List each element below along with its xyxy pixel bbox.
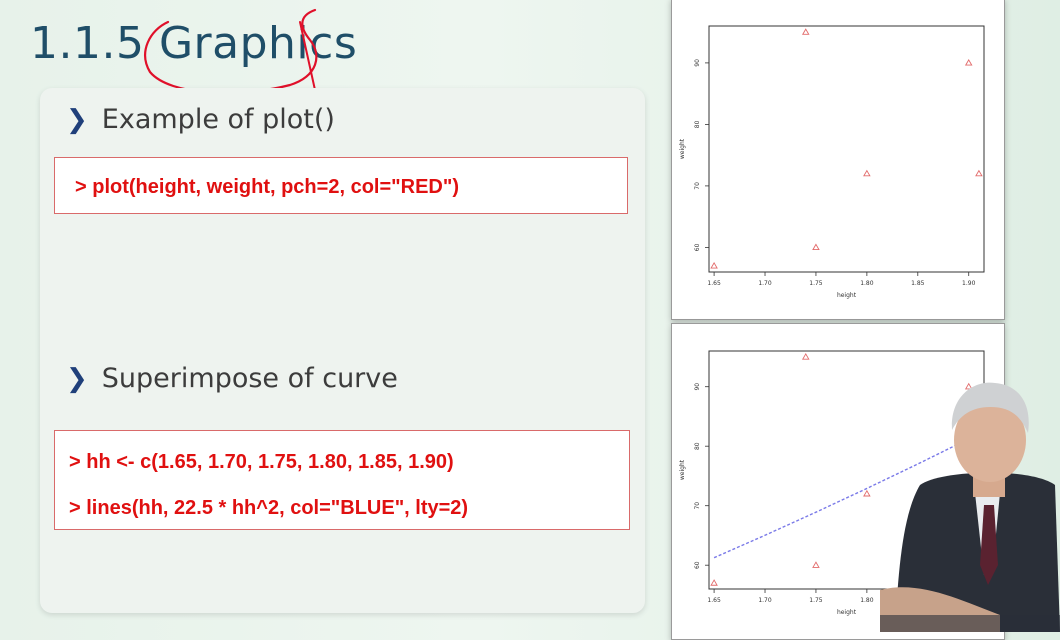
data-point (812, 561, 820, 568)
code-box-plot: > plot(height, weight, pch=2, col="RED") (54, 157, 628, 214)
bullet-example-plot: ❯ Example of plot() (66, 104, 335, 135)
data-point (812, 243, 820, 251)
data-point (710, 261, 718, 269)
y-axis-label: weight (679, 459, 686, 480)
code-box-curve: > hh <- c(1.65, 1.70, 1.75, 1.80, 1.85, … (54, 430, 630, 530)
x-tick-label: 1.75 (809, 597, 823, 604)
y-tick-label: 60 (694, 243, 701, 251)
y-tick-label: 80 (694, 442, 701, 450)
scatter-plot-2: 1.65 1.70 1.75 1.80 60 70 80 90 height weight (679, 350, 985, 616)
chevron-right-icon: ❯ (66, 363, 88, 394)
x-tick-label: 1.70 (758, 280, 772, 287)
y-tick-label: 80 (694, 120, 701, 128)
plot-frame (708, 25, 985, 273)
data-point (801, 28, 810, 35)
scatter-plot-1: 1.65 1.70 1.75 1.80 1.85 1.90 60 70 80 90 height we… (679, 25, 985, 299)
data-point (710, 579, 718, 586)
x-tick-label: 1.65 (707, 597, 721, 604)
curve-line (713, 438, 970, 559)
x-axis-label: height (837, 292, 857, 299)
presenter-video-overlay (880, 382, 1060, 632)
x-tick-label: 1.90 (962, 280, 976, 287)
data-point (964, 58, 973, 66)
x-tick-label: 1.80 (860, 280, 874, 287)
x-tick-label: 1.65 (707, 280, 721, 287)
code-line: > hh <- c(1.65, 1.70, 1.75, 1.80, 1.85, … (69, 451, 454, 473)
plot-window-1: 1.65 1.70 1.75 1.80 1.85 1.90 60 70 80 90 height we… (671, 0, 1005, 320)
y-axis-label: weight (679, 138, 686, 159)
data-point (863, 489, 871, 497)
x-tick-label: 1.70 (758, 597, 772, 604)
x-tick-label: 1.75 (809, 280, 823, 287)
bullet-label: Superimpose of curve (101, 363, 398, 394)
chevron-right-icon: ❯ (66, 104, 88, 135)
x-axis-label: height (837, 609, 857, 616)
code-line: > plot(height, weight, pch=2, col="RED") (75, 176, 459, 198)
data-point (801, 353, 810, 360)
bullet-superimpose: ❯ Superimpose of curve (66, 363, 398, 394)
y-tick-label: 60 (694, 561, 701, 569)
y-tick-label: 70 (694, 502, 701, 510)
data-point (964, 382, 973, 390)
y-tick-label: 70 (694, 182, 701, 190)
data-point (863, 169, 871, 177)
y-tick-label: 90 (694, 59, 701, 67)
y-tick-label: 90 (694, 383, 701, 391)
bullet-label: Example of plot() (101, 104, 335, 135)
data-point (975, 169, 983, 177)
slide-title: 1.1.5 Graphics (30, 18, 358, 69)
x-tick-label: 1.85 (911, 280, 925, 287)
code-line: > lines(hh, 22.5 * hh^2, col="BLUE", lty… (69, 497, 469, 519)
x-tick-label: 1.80 (860, 597, 874, 604)
